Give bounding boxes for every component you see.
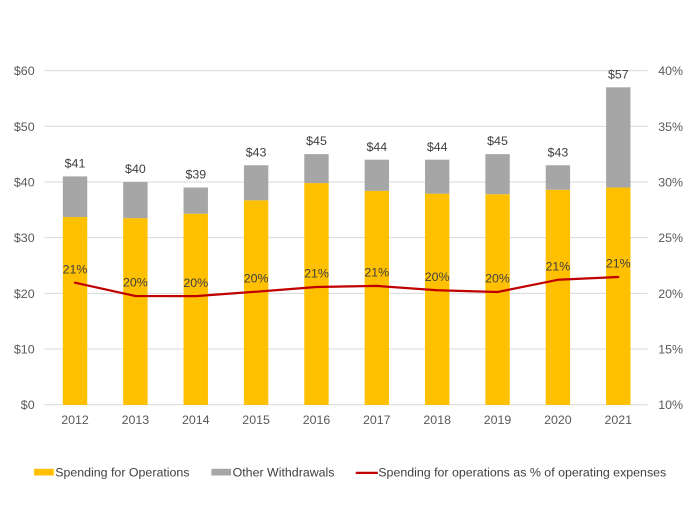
svg-text:21%: 21% (63, 262, 88, 276)
svg-text:$0: $0 (21, 398, 35, 412)
svg-text:2018: 2018 (423, 413, 451, 427)
svg-text:$43: $43 (246, 145, 267, 159)
svg-text:2012: 2012 (61, 413, 89, 427)
svg-text:20%: 20% (485, 272, 510, 286)
svg-text:20%: 20% (123, 276, 148, 290)
svg-text:2014: 2014 (182, 413, 210, 427)
svg-text:$40: $40 (125, 162, 146, 176)
svg-text:2015: 2015 (242, 413, 270, 427)
svg-text:$41: $41 (65, 157, 86, 171)
svg-text:15%: 15% (658, 343, 683, 357)
svg-text:35%: 35% (658, 120, 683, 134)
svg-text:2013: 2013 (122, 413, 150, 427)
svg-text:$40: $40 (14, 176, 35, 190)
svg-text:Other Withdrawals: Other Withdrawals (233, 465, 335, 479)
svg-text:2016: 2016 (303, 413, 331, 427)
svg-text:40%: 40% (658, 64, 683, 78)
svg-text:21%: 21% (606, 257, 631, 271)
svg-text:10%: 10% (658, 398, 683, 412)
svg-text:30%: 30% (658, 176, 683, 190)
svg-text:$10: $10 (14, 343, 35, 357)
svg-text:20%: 20% (244, 271, 269, 285)
svg-text:$44: $44 (366, 140, 387, 154)
svg-text:2020: 2020 (544, 413, 572, 427)
svg-text:$57: $57 (608, 67, 629, 81)
svg-text:20%: 20% (425, 270, 450, 284)
svg-text:2019: 2019 (484, 413, 512, 427)
svg-text:21%: 21% (545, 260, 570, 274)
svg-text:21%: 21% (304, 267, 329, 281)
svg-text:21%: 21% (364, 266, 389, 280)
svg-text:20%: 20% (658, 287, 683, 301)
svg-text:2021: 2021 (605, 413, 633, 427)
svg-text:25%: 25% (658, 231, 683, 245)
svg-text:2017: 2017 (363, 413, 391, 427)
svg-text:Spending for Operations: Spending for Operations (55, 465, 189, 479)
svg-text:$44: $44 (427, 140, 448, 154)
svg-text:$39: $39 (185, 168, 206, 182)
svg-text:$50: $50 (14, 120, 35, 134)
svg-text:Spending for operations as % o: Spending for operations as % of operatin… (378, 465, 666, 479)
svg-text:$43: $43 (548, 145, 569, 159)
svg-text:$20: $20 (14, 287, 35, 301)
svg-text:$60: $60 (14, 64, 35, 78)
svg-text:$45: $45 (487, 134, 508, 148)
svg-text:20%: 20% (183, 276, 208, 290)
svg-text:$45: $45 (306, 134, 327, 148)
svg-text:$30: $30 (14, 231, 35, 245)
